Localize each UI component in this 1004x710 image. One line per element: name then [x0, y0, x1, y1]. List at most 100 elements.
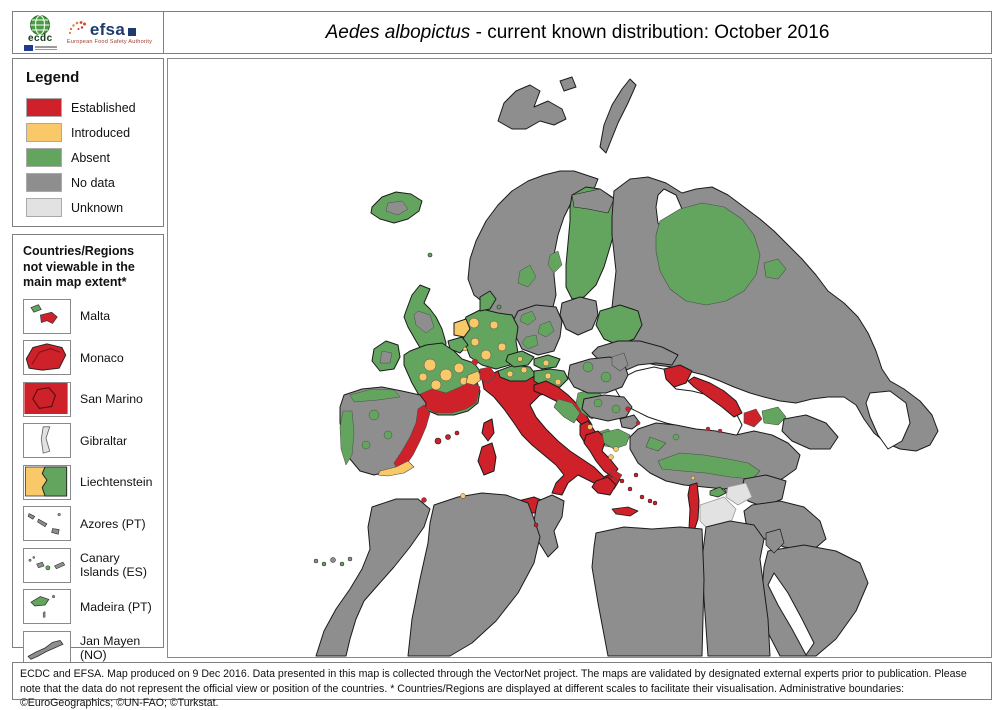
region-spain-south — [377, 460, 415, 477]
region-crimea — [663, 364, 693, 388]
canary-thumbnail — [23, 547, 71, 583]
region-latakia-orange — [690, 475, 696, 481]
malta-shape — [40, 311, 58, 324]
canary-island-2 — [32, 556, 36, 559]
region-algeria-orange-dot — [460, 493, 466, 499]
legend-label-unknown: Unknown — [71, 200, 124, 215]
region-greece-orange-a — [613, 446, 619, 452]
region-morocco — [315, 498, 431, 657]
region-sweden-patch-b — [547, 250, 563, 274]
gibraltar-thumbnail — [23, 423, 71, 459]
ecdc-wordmark: ecdc — [27, 33, 53, 44]
region-turkey-red-a — [705, 426, 711, 432]
region-georgia-inland — [761, 406, 787, 426]
region-bulgaria-green-b — [611, 404, 621, 414]
region-greece-green — [601, 428, 631, 450]
inset-row-liechtenstein: Liechtenstein — [23, 464, 157, 500]
region-baltics — [559, 296, 599, 336]
region-hungary-orange-a — [544, 372, 552, 380]
region-finland — [565, 186, 621, 300]
title-rest: - current known distribution: October 20… — [470, 21, 830, 43]
ecdc-smallprint — [34, 46, 57, 50]
efsa-square-icon — [128, 27, 137, 36]
region-syria-unknown — [725, 482, 753, 506]
region-egypt — [701, 520, 771, 657]
region-czech-orange — [517, 356, 523, 362]
region-cyprus-w — [709, 486, 727, 498]
region-poland-green-c — [521, 334, 539, 350]
region-austria-orange-b — [520, 366, 528, 374]
inset-label-canary: Canary Islands (ES) — [80, 551, 147, 580]
region-balearic-b — [445, 434, 451, 440]
region-albania-orange — [587, 424, 593, 430]
region-germany-orange-e — [470, 337, 480, 347]
region-iberia-north-green — [349, 388, 401, 403]
inset-row-madeira: Madeira (PT) — [23, 589, 157, 625]
region-turkey-green-nw — [645, 436, 667, 452]
region-faroe — [427, 252, 433, 258]
region-aegean-b — [627, 486, 633, 492]
region-corsica — [481, 418, 495, 442]
liechtenstein-thumbnail — [23, 464, 71, 500]
monaco-shape — [25, 343, 67, 371]
region-france-orange-b — [439, 368, 453, 382]
legend-row-unknown: Unknown — [26, 195, 163, 220]
region-turkey-red-b — [717, 428, 723, 434]
legend-label-established: Established — [71, 100, 136, 115]
madeira-thumbnail — [23, 589, 71, 625]
region-rhodes — [652, 500, 658, 506]
region-switzerland-w — [465, 370, 483, 386]
azores-island-1 — [27, 513, 36, 521]
europe-map — [168, 59, 991, 657]
region-france-orange-c — [453, 362, 465, 374]
region-georgia-coast — [743, 408, 763, 428]
region-istanbul — [635, 420, 641, 426]
efsa-wordmark: efsa — [89, 19, 126, 39]
legend-row-absent: Absent — [26, 145, 163, 170]
liechtenstein-right-shape — [41, 466, 68, 497]
region-bosnia — [553, 398, 581, 424]
san-marino-shape — [32, 386, 57, 409]
legend-swatch-established — [26, 98, 62, 117]
region-bulgaria-green-a — [593, 398, 603, 408]
page-title: Aedes albopictus - current known distrib… — [326, 22, 830, 44]
efsa-logo: efsa European Food Safety Authority — [67, 20, 152, 46]
inset-row-malta: Malta — [23, 298, 157, 334]
inset-label-monaco: Monaco — [80, 350, 124, 365]
region-algeria — [407, 492, 541, 657]
inset-row-jan-mayen: Jan Mayen (NO) — [23, 630, 157, 666]
region-alsace-red — [471, 358, 479, 366]
region-sardinia — [477, 442, 497, 476]
region-balearic-a — [434, 437, 442, 445]
legend-row-introduced: Introduced — [26, 120, 163, 145]
region-iberia-green-c — [361, 440, 371, 450]
region-romania-green-b — [600, 371, 612, 383]
region-france-orange-d — [430, 379, 442, 391]
region-iceland-interior — [385, 200, 409, 216]
inset-panel-title: Countries/Regions not viewable in the ma… — [23, 244, 135, 290]
region-france-orange-a — [423, 358, 437, 372]
region-malta-dot — [533, 522, 539, 528]
region-germany-orange-d — [489, 320, 499, 330]
region-belarus — [595, 304, 643, 346]
monaco-border-lines — [31, 348, 61, 366]
inset-countries-panel: Countries/Regions not viewable in the ma… — [12, 234, 164, 666]
inset-label-gibraltar: Gibraltar — [80, 433, 128, 448]
malta-thumbnail — [23, 298, 71, 334]
region-germany-orange-c — [497, 342, 507, 352]
region-poland — [513, 304, 563, 356]
inset-row-canary: Canary Islands (ES) — [23, 547, 157, 583]
region-attica — [609, 468, 623, 482]
legend-swatch-introduced — [26, 123, 62, 142]
region-greece-orange-b — [608, 454, 614, 460]
region-svalbard — [497, 84, 567, 130]
red-sea — [767, 572, 815, 656]
region-denmark-island — [496, 304, 502, 310]
title-species: Aedes albopictus — [325, 21, 471, 43]
legend-row-no-data: No data — [26, 170, 163, 195]
azores-island-4 — [57, 513, 61, 517]
region-aegean-c — [633, 472, 639, 478]
region-iberia-green-a — [368, 409, 380, 421]
region-iberia-green-b — [383, 430, 393, 440]
azores-thumbnail — [23, 506, 71, 542]
